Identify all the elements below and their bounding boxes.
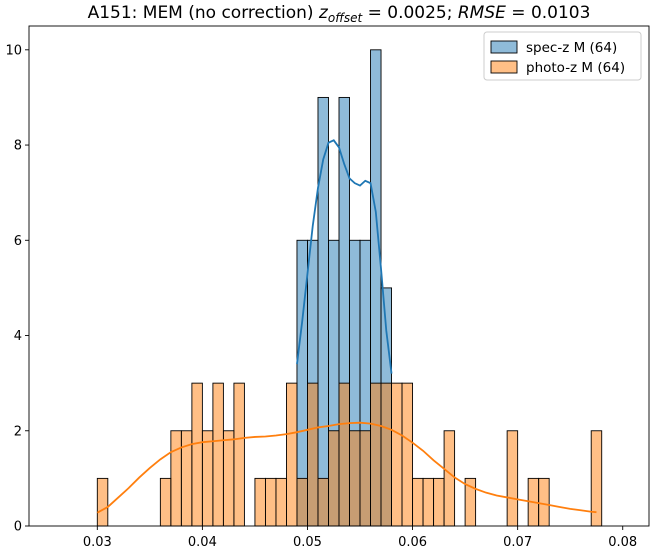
x-tick-label: 0.06 bbox=[398, 535, 427, 550]
series-1-bar-12 bbox=[286, 382, 298, 527]
title-rmse-symbol: RMSE bbox=[458, 3, 506, 23]
x-tick-label: 0.03 bbox=[83, 535, 112, 550]
x-tick-label: 0.05 bbox=[293, 535, 322, 550]
series-1-bar-31 bbox=[538, 477, 550, 527]
y-tick-label: 6 bbox=[14, 234, 22, 249]
series-1-bar-13 bbox=[296, 477, 308, 527]
series-1-bar-29 bbox=[506, 430, 519, 527]
x-tick-label: 0.08 bbox=[608, 535, 637, 550]
series-1-bar-5 bbox=[201, 430, 214, 527]
series-1-bar-24 bbox=[412, 477, 424, 527]
chart-title: A151: MEM (no correction) zoffset = 0.00… bbox=[88, 3, 591, 25]
title-rmse-value: = 0.0103 bbox=[506, 3, 591, 23]
y-tick-label: 0 bbox=[14, 520, 22, 535]
series-1-bar-22 bbox=[391, 382, 403, 527]
bars-layer bbox=[96, 49, 603, 527]
series-1-bar-9 bbox=[254, 477, 266, 527]
kde-layer bbox=[96, 139, 597, 514]
series-0-kde-line bbox=[296, 139, 393, 374]
y-tick-label: 4 bbox=[14, 329, 22, 344]
legend-box bbox=[483, 31, 642, 81]
series-1-bar-11 bbox=[275, 477, 287, 527]
y-tick-label: 8 bbox=[14, 139, 22, 154]
series-1-bar-2 bbox=[170, 430, 182, 527]
series-1-bar-27 bbox=[443, 430, 456, 527]
legend-swatch-0 bbox=[490, 40, 518, 54]
x-tick-label: 0.07 bbox=[503, 535, 532, 550]
series-1-bar-10 bbox=[264, 477, 277, 527]
series-1-bar-8 bbox=[233, 382, 245, 527]
axes-layer: 0.03 0.04 0.05 0.06 0.07 0.08 0 2 4 6 8 10 bbox=[5, 25, 650, 550]
series-1-bar-23 bbox=[401, 382, 414, 527]
series-1-bar-26 bbox=[433, 477, 445, 527]
legend-label-1: photo-z M (64) bbox=[526, 60, 625, 76]
title-z-symbol: z bbox=[318, 3, 329, 23]
series-1-bar-4 bbox=[191, 382, 203, 527]
series-1-bar-16 bbox=[328, 430, 340, 527]
series-1-bar-15 bbox=[317, 477, 329, 527]
y-tick-label: 10 bbox=[5, 43, 22, 58]
series-1-bar-17 bbox=[338, 382, 350, 527]
series-1-bar-21 bbox=[380, 382, 392, 527]
series-1-bar-18 bbox=[349, 430, 361, 527]
plot-frame bbox=[28, 25, 650, 527]
series-1-bar-19 bbox=[359, 430, 371, 527]
x-tick-label: 0.04 bbox=[188, 535, 217, 550]
title-prefix: A151: MEM (no correction) bbox=[88, 3, 319, 23]
legend-label-0: spec-z M (64) bbox=[526, 40, 617, 56]
legend-swatch-1 bbox=[490, 60, 518, 74]
title-z-value: = 0.0025; bbox=[362, 3, 458, 23]
series-1-bar-1 bbox=[159, 477, 172, 527]
series-1-kde-line bbox=[96, 421, 597, 514]
y-tick-label: 2 bbox=[14, 424, 22, 439]
series-1-bar-6 bbox=[212, 382, 224, 527]
title-z-subscript: offset bbox=[328, 11, 364, 25]
series-1-bar-20 bbox=[370, 382, 382, 527]
series-1-bar-0 bbox=[96, 477, 109, 527]
legend: spec-z M (64) photo-z M (64) bbox=[483, 31, 642, 81]
series-1-bar-25 bbox=[422, 477, 435, 527]
series-1-bar-7 bbox=[222, 430, 235, 527]
series-1-bar-14 bbox=[307, 382, 319, 527]
